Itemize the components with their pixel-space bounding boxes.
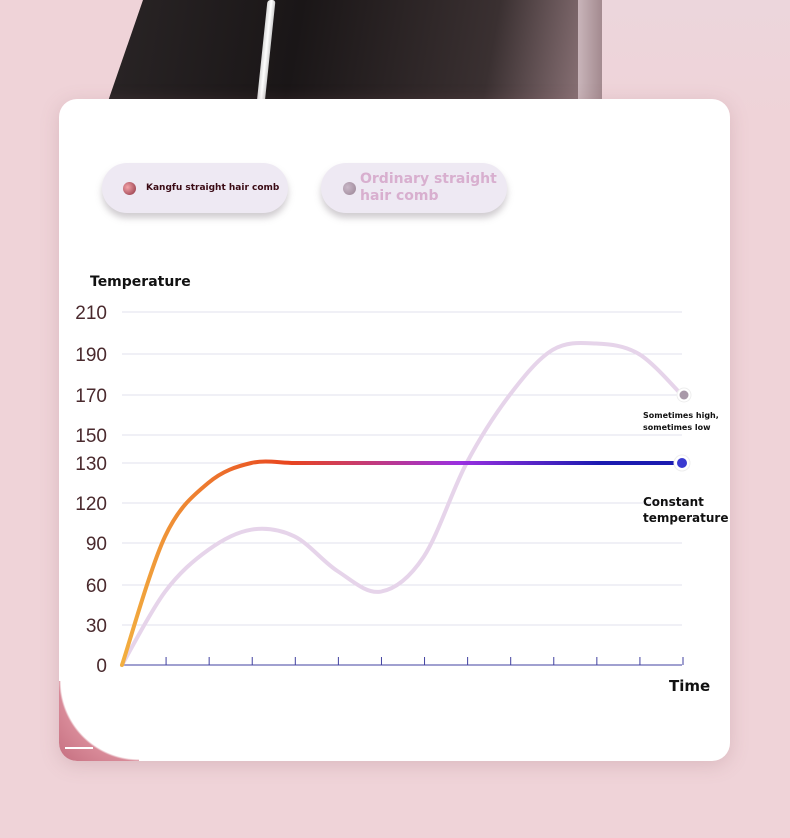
series-kangfu-line [120,459,684,667]
y-tick-label: 0 [96,656,107,677]
y-tick-label: 90 [86,534,107,555]
kangfu-endpoint-dot [677,458,687,468]
x-axis-label: Time [669,677,710,695]
y-tick-label: 170 [75,386,107,407]
y-tick-label: 60 [86,576,107,597]
legend-label: Kangfu straight hair comb [146,183,280,193]
annotation-kangfu-2: temperature [643,511,728,525]
legend-ordinary: Ordinary straight hair comb [321,163,507,213]
y-axis-label: Temperature [90,274,191,290]
annotation-kangfu-1: Constant [643,495,704,509]
y-tick-label: 30 [86,616,107,637]
series-ordinary-line [120,340,684,667]
legend-dot-icon [343,181,356,195]
annotation-ordinary-2: sometimes low [643,423,711,432]
legend-label-line1: Ordinary straight [360,171,497,187]
y-tick-label: 210 [75,303,107,324]
chart-card: Kangfu straight hair comb Ordinary strai… [59,99,730,761]
y-tick-label: 120 [75,494,107,515]
y-tick-label: 130 [75,454,107,475]
y-tick-label: 190 [75,345,107,366]
legend-label: Ordinary straight hair comb [360,171,497,205]
legend-label-line2: hair comb [360,188,439,204]
annotation-ordinary-1: Sometimes high, [643,411,719,420]
legend-kangfu: Kangfu straight hair comb [102,163,288,213]
legend-dot-icon [123,181,136,195]
y-tick-label: 150 [75,426,107,447]
corner-line [65,747,93,749]
ordinary-endpoint-dot [679,390,689,400]
product-photo [105,0,580,110]
product-photo-edge [578,0,602,110]
